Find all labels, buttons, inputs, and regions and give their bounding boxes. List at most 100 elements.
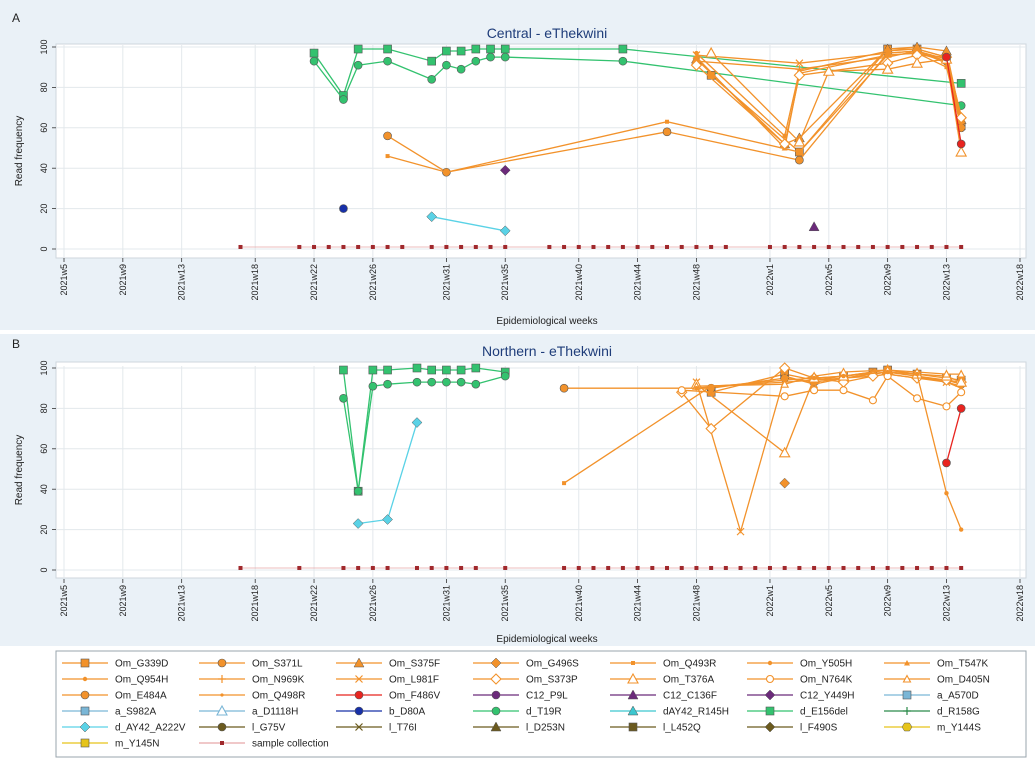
legend-label: C12_C136F — [663, 691, 717, 702]
point-sample-collection — [944, 244, 949, 249]
point-om-q954h — [885, 369, 890, 375]
legend-marker — [80, 690, 90, 700]
legend-item: a_A570D — [884, 691, 979, 702]
point-sample-collection — [650, 244, 655, 249]
panel-a-label: A — [12, 11, 20, 25]
legend-item: l_D253N — [473, 721, 565, 734]
point-sample-collection — [385, 244, 390, 249]
point-d-e156del — [427, 365, 436, 375]
point-om-t376a — [778, 446, 791, 458]
point-d-e156del — [368, 365, 378, 375]
line-om-d405n — [696, 369, 962, 387]
x-tick-label: 2021w44 — [633, 264, 643, 301]
point-d-t19r — [500, 52, 510, 62]
point-om-s373p — [955, 111, 967, 124]
legend-label: b_D80A — [389, 707, 425, 718]
point-om-q493r — [385, 154, 390, 159]
legend-label: l_F490S — [800, 723, 838, 734]
x-tick-label: 2021w5 — [59, 585, 69, 617]
point-om-q493r — [665, 119, 670, 124]
y-tick-label: 20 — [39, 204, 49, 214]
point-sample-collection — [547, 244, 552, 249]
legend-marker — [901, 722, 913, 732]
legend-label: Om_E484A — [115, 691, 167, 702]
point-sample-collection — [738, 565, 743, 570]
point-om-s373p — [690, 59, 703, 71]
point-om-n764k — [912, 394, 922, 403]
legend-label: l_L452Q — [663, 723, 701, 734]
legend-label: Om_S373P — [526, 675, 578, 686]
point-sample-collection — [635, 565, 640, 570]
line-om-f486v — [945, 408, 962, 464]
legend-item: C12_Y449H — [747, 689, 854, 702]
legend-label: Om_N969K — [252, 675, 305, 686]
point-sample-collection — [635, 244, 640, 249]
legend-item: Om_S375F — [336, 657, 440, 670]
legend-item: Om_T547K — [884, 659, 988, 670]
point-sample-collection — [723, 565, 728, 570]
point-b-d80a — [339, 204, 348, 213]
series-d-ay42-a222v — [352, 417, 423, 529]
point-om-q954h — [841, 373, 846, 379]
point-om-l981f — [883, 49, 892, 57]
legend-item: m_Y145N — [62, 739, 159, 750]
point-om-n764k — [780, 392, 789, 401]
line-om-q954h — [696, 371, 962, 530]
point-sample-collection — [782, 244, 787, 249]
point-om-s371l — [662, 127, 672, 137]
point-sample-collection — [929, 565, 934, 570]
point-sample-collection — [885, 244, 890, 249]
point-om-t376a — [955, 376, 968, 387]
point-sample-collection — [297, 565, 302, 570]
legend-item: Om_N764K — [747, 675, 853, 686]
line-d-t19r — [313, 56, 962, 107]
legend-marker — [628, 722, 638, 732]
point-sample-collection — [812, 565, 817, 570]
y-tick-label: 20 — [39, 525, 49, 535]
point-d-ay42-a222v — [382, 514, 393, 525]
point-sample-collection — [797, 244, 802, 249]
point-sample-collection — [429, 244, 434, 249]
legend-marker — [218, 675, 226, 683]
x-tick-label: 2021w22 — [309, 264, 319, 301]
legend-marker — [354, 706, 364, 716]
legend-label: Om_Q954H — [115, 675, 168, 686]
point-d-t19r — [412, 377, 422, 387]
point-sample-collection — [870, 565, 875, 570]
y-tick-label: 60 — [39, 444, 49, 454]
x-tick-label: 2021w9 — [118, 264, 128, 296]
x-tick-label: 2022w5 — [824, 585, 834, 617]
point-sample-collection — [400, 244, 405, 249]
point-d-t19r — [383, 56, 392, 66]
point-om-t376a — [822, 65, 835, 76]
legend-label: a_S982A — [115, 707, 156, 718]
legend-label: Om_G496S — [526, 659, 579, 670]
point-d-e156del — [427, 56, 436, 66]
point-sample-collection — [841, 565, 846, 570]
legend-label: a_D1118H — [252, 707, 298, 718]
panel-b-y-ticks: 0 20 40 60 80 100 — [39, 360, 56, 573]
legend-marker — [903, 707, 911, 715]
point-sample-collection — [709, 565, 714, 570]
panel-a-marks — [238, 41, 968, 249]
line-d-t19r — [342, 375, 506, 492]
legend-marker — [765, 706, 775, 716]
series-c12-y449h — [499, 164, 511, 176]
point-om-l981f — [795, 59, 804, 68]
legend-marker — [490, 721, 502, 732]
point-om-d405n — [780, 379, 790, 388]
point-d-t19r — [339, 393, 348, 403]
point-om-s373p — [705, 422, 717, 435]
point-d-ay42-a222v — [411, 417, 423, 428]
point-om-f486v — [942, 52, 951, 62]
point-d-t19r — [339, 95, 348, 104]
point-om-q954h — [811, 375, 817, 381]
point-om-s373p — [778, 362, 791, 374]
point-sample-collection — [473, 565, 478, 570]
legend-label: sample collection — [252, 739, 329, 750]
legend-label: Om_F486V — [389, 691, 440, 702]
series-om-n764k — [677, 372, 966, 411]
x-tick-label: 2021w31 — [441, 585, 451, 622]
point-sample-collection — [356, 244, 361, 249]
point-om-q954h — [914, 371, 920, 377]
